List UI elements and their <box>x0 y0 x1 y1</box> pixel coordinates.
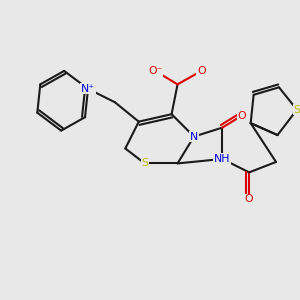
Text: S: S <box>141 158 148 168</box>
Text: O: O <box>245 194 254 204</box>
Text: O: O <box>197 66 206 76</box>
Text: N⁺: N⁺ <box>81 84 95 94</box>
Text: O: O <box>237 111 246 121</box>
Text: N: N <box>190 132 198 142</box>
Text: O⁻: O⁻ <box>148 66 162 76</box>
Text: S: S <box>293 105 300 115</box>
Text: NH: NH <box>214 154 231 164</box>
